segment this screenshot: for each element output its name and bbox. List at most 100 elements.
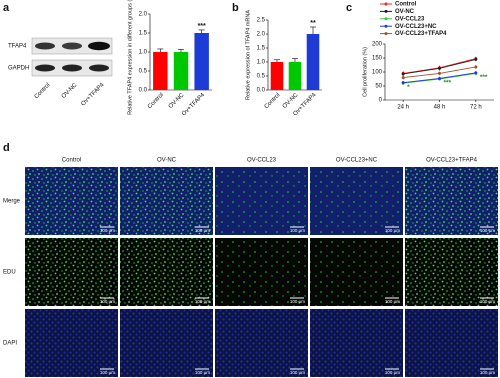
point: [401, 72, 405, 76]
y-tick-label: 1.5: [257, 46, 266, 52]
bar: [306, 34, 320, 90]
point: [401, 76, 405, 80]
row-label: EDU: [3, 270, 16, 276]
micrograph-cells: [25, 167, 118, 235]
y-tick-label: 1.0: [139, 50, 148, 56]
bar: [288, 62, 302, 90]
scale-bar-label: 100 μm: [100, 299, 115, 304]
blot-band: [35, 42, 55, 50]
column-label: OV-CCL23: [247, 158, 277, 164]
column-label: OV-CCL23+NC: [336, 158, 378, 164]
panel-letter: d: [3, 142, 10, 154]
legend-label: OV-NC: [395, 9, 415, 15]
point: [438, 71, 441, 75]
micrograph-cells: [405, 167, 498, 235]
scale-bar-label: 100 μm: [290, 299, 305, 304]
significance: ***: [444, 80, 452, 87]
panel-labels: a b c d: [3, 2, 352, 154]
significance: *: [407, 84, 410, 91]
column-label: OV-CCL23+TFAP4: [426, 158, 478, 164]
y-tick-label: 200: [372, 42, 383, 48]
scale-bar-label: 100 μm: [385, 228, 400, 233]
scale-bar-label: 100 μm: [195, 370, 210, 375]
column-label: Control: [62, 158, 81, 164]
blot-band: [62, 42, 82, 50]
point: [438, 76, 441, 80]
point: [474, 71, 478, 75]
y-tick-label: 1.0: [257, 60, 266, 66]
y-tick-label: 2.5: [257, 18, 266, 24]
micrograph-cells: [310, 167, 403, 235]
x-tick-label: OV-NC: [168, 92, 186, 110]
blot-band: [89, 64, 109, 72]
scale-bar-label: 100 μm: [290, 370, 305, 375]
scale-bar-label: 100 μm: [480, 228, 495, 233]
lane-label: Ov+TFAP4: [80, 82, 106, 108]
point: [474, 65, 478, 69]
point: [438, 66, 441, 70]
scale-bar-label: 100 μm: [480, 370, 495, 375]
micrograph-cells: [310, 238, 403, 306]
y-tick-label: 2.0: [257, 32, 266, 38]
significance: **: [310, 20, 316, 27]
y-tick-label: 100: [372, 70, 383, 76]
micrograph-cells: [215, 309, 308, 377]
significance: ***: [198, 23, 206, 30]
scale-bar-label: 100 μm: [290, 228, 305, 233]
y-tick-label: 0: [379, 98, 383, 104]
bar: [173, 52, 189, 90]
x-tick-label: 72 h: [470, 105, 482, 111]
scale-bar-label: 100 μm: [480, 299, 495, 304]
y-tick-label: 0.5: [257, 74, 266, 80]
point: [474, 57, 478, 61]
column-label: OV-NC: [157, 158, 177, 164]
band-label: TFAP4: [8, 44, 27, 50]
x-tick-label: 48 h: [434, 105, 446, 111]
blot-band: [35, 64, 55, 72]
panel-letter: b: [232, 2, 239, 14]
x-tick-label: Ov+TFAP4: [181, 92, 207, 118]
significance: ***: [480, 74, 488, 81]
bar: [194, 33, 209, 90]
row-label: DAPI: [3, 341, 17, 347]
micrograph-cells: [25, 309, 118, 377]
lane-label: Control: [34, 82, 52, 100]
band-label: GAPDH: [8, 66, 29, 72]
y-tick-label: 2.0: [139, 12, 148, 18]
scale-bar-label: 100 μm: [100, 228, 115, 233]
scale-bar-label: 100 μm: [195, 299, 210, 304]
y-axis-label: Cell proliferation (%): [362, 47, 368, 97]
micrograph-cells: [215, 238, 308, 306]
legend-marker: [384, 17, 388, 21]
y-tick-label: 50: [375, 84, 382, 90]
row-label: Merge: [3, 199, 21, 205]
scale-bar-label: 100 μm: [195, 228, 210, 233]
micrograph-cells: [25, 238, 118, 306]
x-tick-label: Control: [264, 92, 282, 110]
scale-bar-label: 100 μm: [100, 370, 115, 375]
micrograph-cells: [310, 309, 403, 377]
western-blot: TFAP4 GAPDH Control OV-NC Ov+TFAP4: [8, 37, 113, 108]
legend-marker: [384, 32, 388, 36]
legend-label: OV-CCL23+TFAP4: [395, 31, 447, 37]
micrograph-cells: [120, 167, 213, 235]
legend-marker: [384, 2, 388, 6]
y-tick-label: 0.0: [139, 88, 148, 94]
y-axis-label: Relative expression of TFAP4 mRNA: [245, 10, 251, 100]
bar: [153, 52, 168, 90]
panel-letter: a: [3, 2, 10, 14]
legend-marker: [384, 24, 388, 28]
scale-bar-label: 100 μm: [385, 370, 400, 375]
legend-marker: [384, 9, 388, 13]
y-tick-label: 150: [372, 56, 383, 62]
micrograph-cells: [120, 309, 213, 377]
y-tick-label: 0.0: [257, 88, 266, 94]
y-tick-label: 0.5: [139, 69, 148, 75]
micrograph-cells: [405, 238, 498, 306]
blot-band: [62, 64, 82, 72]
x-tick-label: Control: [147, 92, 165, 110]
legend-label: Control: [395, 2, 417, 8]
y-tick-label: 1.5: [139, 31, 148, 37]
micrograph-cells: [120, 238, 213, 306]
